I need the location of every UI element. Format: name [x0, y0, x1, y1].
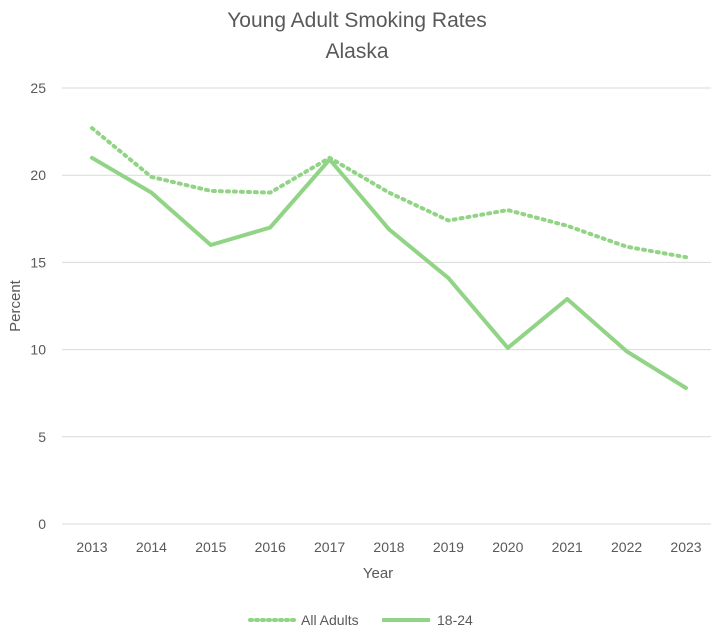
- x-tick-label: 2019: [433, 539, 464, 555]
- series-lines: [90, 126, 688, 390]
- y-axis-label: Percent: [7, 279, 24, 332]
- y-tick-label: 15: [30, 254, 46, 270]
- y-tick-label: 25: [30, 80, 46, 96]
- chart-title: Young Adult Smoking Rates: [227, 9, 487, 32]
- gridlines: [62, 87, 711, 525]
- legend-label-18-24: 18-24: [437, 612, 473, 627]
- x-axis-ticks: 2013 2014 2015 2016 2017 2018 2019 2020 2021 2022…: [76, 539, 701, 555]
- x-tick-label: 2014: [136, 539, 167, 555]
- x-tick-label: 2020: [492, 539, 523, 555]
- x-tick-label: 2022: [611, 539, 642, 555]
- y-tick-label: 20: [30, 167, 46, 183]
- x-tick-label: 2013: [76, 539, 107, 555]
- y-axis-ticks: 0 5 10 15 20 25: [30, 80, 46, 532]
- y-tick-label: 10: [30, 342, 46, 358]
- x-tick-label: 2021: [552, 539, 583, 555]
- chart-subtitle: Alaska: [325, 40, 388, 63]
- legend: All Adults 18-24: [248, 612, 473, 627]
- x-tick-label: 2023: [670, 539, 701, 555]
- legend-label-all-adults: All Adults: [301, 612, 359, 627]
- x-axis-label: Year: [363, 565, 393, 582]
- x-tick-label: 2017: [314, 539, 345, 555]
- x-tick-label: 2016: [255, 539, 286, 555]
- x-tick-label: 2018: [373, 539, 404, 555]
- y-tick-label: 5: [38, 429, 46, 445]
- y-tick-label: 0: [38, 516, 46, 532]
- x-tick-label: 2015: [195, 539, 226, 555]
